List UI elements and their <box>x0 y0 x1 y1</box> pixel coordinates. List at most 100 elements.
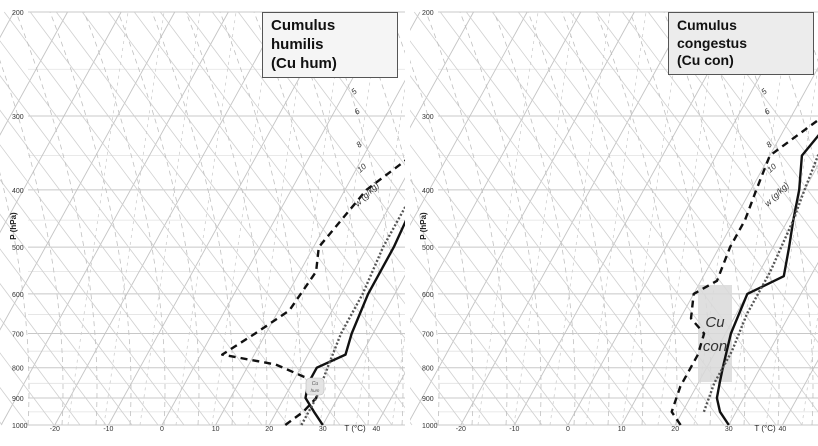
isotherm-line <box>410 11 474 129</box>
title-line-1: Cumulus congestus <box>677 17 748 51</box>
panel-divider <box>405 0 407 446</box>
mixing-ratio-label: 5 <box>760 86 770 96</box>
dry-adiabat-line <box>410 144 621 426</box>
dry-adiabat-line <box>0 283 107 426</box>
y-tick-label: 600 <box>422 292 434 299</box>
y-tick-label: 900 <box>422 396 434 403</box>
moist-adiabat-line <box>185 11 268 426</box>
dry-adiabat-line <box>413 11 725 426</box>
dry-adiabat-line <box>0 109 237 426</box>
dry-adiabat-line <box>569 11 818 343</box>
dry-adiabat-line <box>0 352 55 426</box>
moist-adiabat-line <box>595 11 678 426</box>
y-axis-label: P (hPa) <box>419 212 428 240</box>
isotherm-line <box>728 261 818 426</box>
dry-adiabat-line <box>0 178 185 426</box>
dry-adiabat-line <box>0 213 159 426</box>
dry-adiabat-line <box>410 248 543 426</box>
cloud-label-line-1: Cu <box>312 381 319 387</box>
dry-adiabat-line <box>55 11 367 426</box>
dry-adiabat-line <box>410 317 491 426</box>
x-tick-label: 10 <box>618 426 626 433</box>
dry-adiabat-line <box>0 75 263 426</box>
title-line-2: (Cu con) <box>677 52 734 68</box>
moist-adiabat-line <box>15 11 98 426</box>
dry-adiabat-line <box>621 11 818 274</box>
skewt-panel-cu-con: Cucon456810w (g/kg)200300400500600700800… <box>410 0 818 446</box>
isotherm-line <box>621 66 818 426</box>
cloud-label-line-1: Cu <box>705 314 725 331</box>
x-tick-label: 30 <box>725 426 733 433</box>
dry-adiabat-line <box>647 11 818 240</box>
mixing-ratio-axis-label: w (g/kg) <box>762 180 791 209</box>
skewt-diagram: Cuhum456810w (g/kg)200300400500600700800… <box>0 10 406 433</box>
moist-adiabat-line <box>321 11 404 426</box>
y-tick-label: 300 <box>12 114 24 121</box>
moist-adiabat-line <box>0 172 30 426</box>
x-axis-label: T (°C) <box>344 424 366 433</box>
isotherm-line <box>460 11 689 426</box>
moist-adiabat-line <box>459 11 542 426</box>
y-tick-label: 200 <box>12 10 24 17</box>
dry-adiabat-line <box>543 11 818 378</box>
dry-adiabat-line <box>0 248 133 426</box>
x-tick-label: -20 <box>456 426 466 433</box>
x-tick-label: -10 <box>509 426 519 433</box>
dashed-sounding-line <box>670 118 818 426</box>
solid-sounding-line <box>715 134 818 426</box>
dry-adiabat-line <box>3 11 315 426</box>
y-tick-label: 700 <box>422 331 434 338</box>
dry-adiabat-line <box>410 421 413 426</box>
y-tick-label: 400 <box>422 188 434 195</box>
moist-adiabat-line <box>287 11 370 426</box>
title-line-2: (Cu hum) <box>271 54 337 72</box>
dry-adiabat-line <box>133 11 406 375</box>
dry-adiabat-line <box>410 109 647 426</box>
moist-adiabat-line <box>49 11 132 426</box>
isotherm-line <box>0 11 229 426</box>
isotherm-line <box>0 11 176 331</box>
y-tick-label: 700 <box>12 331 24 338</box>
dry-adiabat-line <box>595 11 818 309</box>
mixing-ratio-label: 10 <box>356 162 369 175</box>
moist-adiabat-line <box>561 11 644 426</box>
cloud-label-line-2: hum <box>311 388 320 393</box>
dry-adiabat-line <box>673 11 818 205</box>
y-tick-label: 200 <box>422 10 434 17</box>
moist-adiabat-line <box>83 11 166 426</box>
x-tick-label: 0 <box>566 426 570 433</box>
dry-adiabat-line <box>185 11 406 306</box>
background-grid <box>0 11 406 426</box>
moist-adiabat-line <box>410 172 440 426</box>
dotted-sounding-line <box>702 152 818 413</box>
mixing-ratio-line <box>103 11 165 426</box>
y-tick-label: 800 <box>422 366 434 373</box>
dry-adiabat-line <box>410 283 517 426</box>
dry-adiabat-line <box>263 11 406 202</box>
y-tick-label: 400 <box>12 188 24 195</box>
isotherm-line <box>410 11 582 324</box>
isotherm-line <box>108 11 336 426</box>
isotherm-line <box>54 11 283 426</box>
y-axis-label: P (hPa) <box>9 212 18 240</box>
title-line-1: Cumulus humilis <box>271 17 336 53</box>
y-tick-label: 1000 <box>422 423 438 430</box>
moist-adiabat-line <box>425 11 508 426</box>
title-box: Cumulus congestus (Cu con) <box>668 12 814 75</box>
isotherm-line <box>514 11 742 426</box>
title-box: Cumulus humilis (Cu hum) <box>262 12 398 79</box>
y-tick-label: 600 <box>12 292 24 299</box>
isotherm-line <box>567 11 796 426</box>
dry-adiabat-line <box>289 11 406 168</box>
x-tick-label: 20 <box>671 426 679 433</box>
cloud-marker-bubble <box>305 377 325 396</box>
mixing-ratio-label: 8 <box>355 139 365 149</box>
x-tick-label: 40 <box>373 426 381 433</box>
mixing-ratio-line <box>549 11 611 426</box>
moist-adiabat-line <box>527 11 610 426</box>
dry-adiabat-line <box>0 40 289 426</box>
dry-adiabat-line <box>410 213 569 426</box>
y-tick-label: 500 <box>422 245 434 252</box>
moist-adiabat-line <box>117 11 200 426</box>
